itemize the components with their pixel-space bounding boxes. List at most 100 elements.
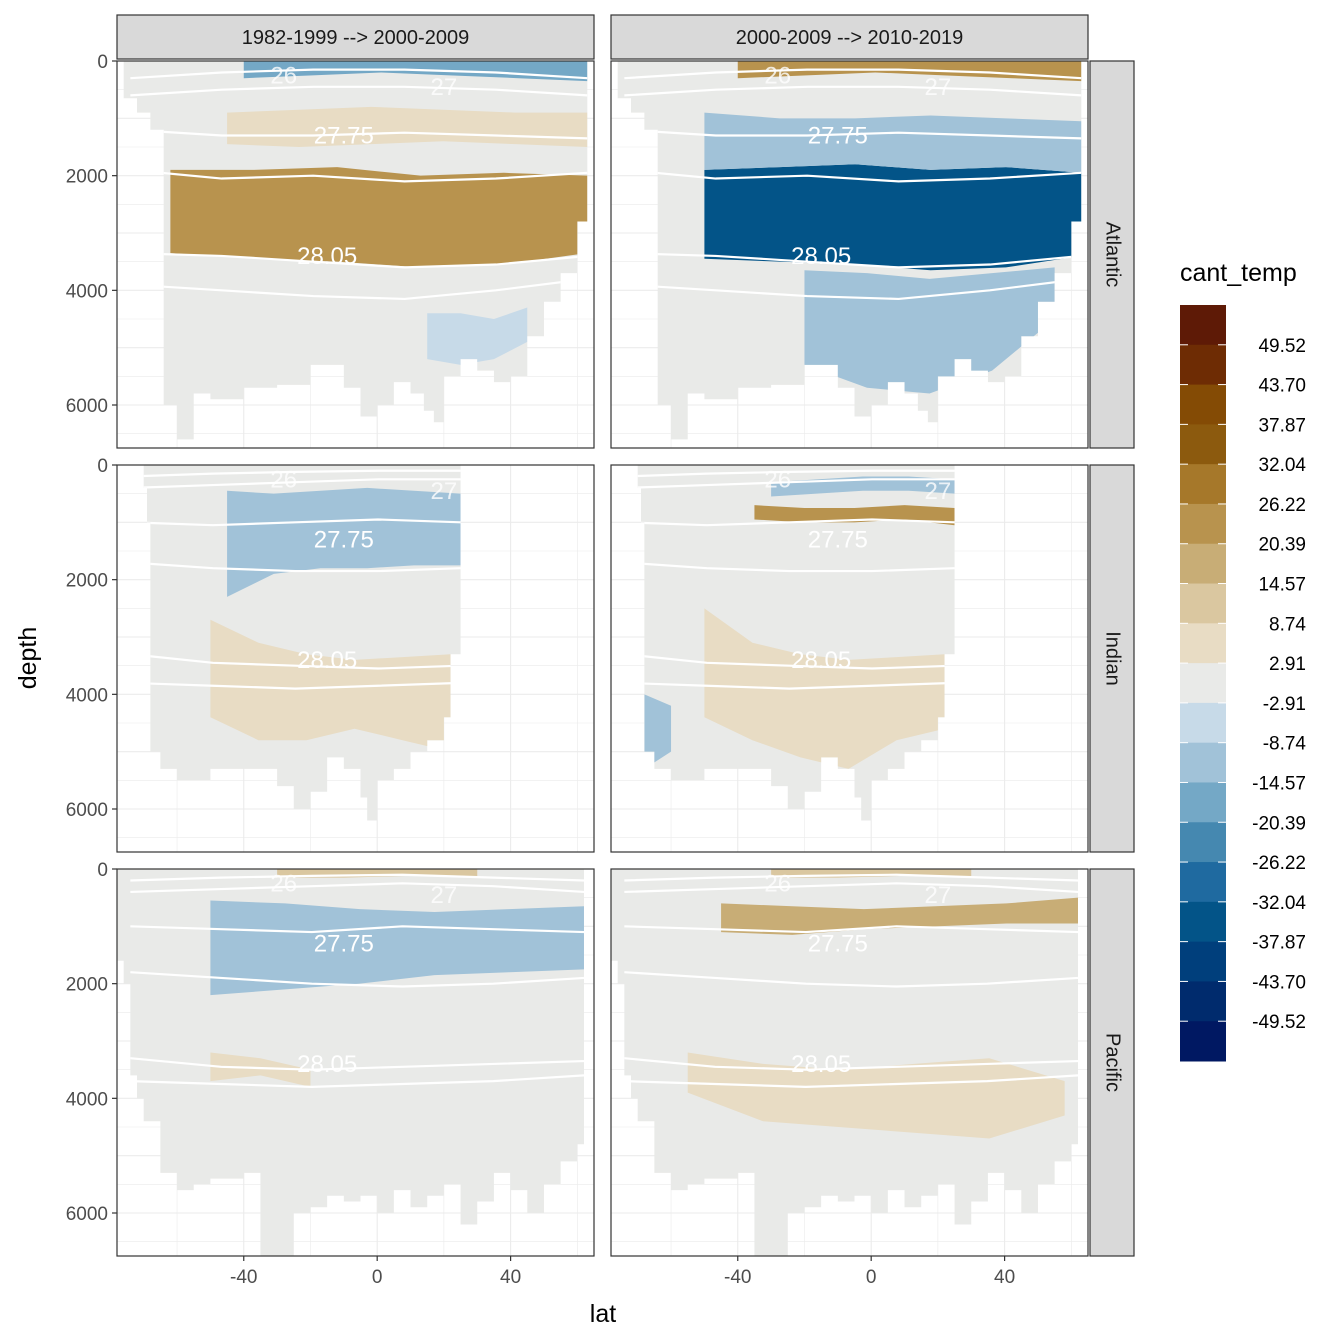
density-contour xyxy=(624,882,1078,894)
density-contour xyxy=(130,85,588,97)
legend-label: -37.87 xyxy=(1252,933,1306,954)
density-contour xyxy=(637,681,955,690)
density-contour xyxy=(624,251,1082,269)
panel-border xyxy=(610,464,1089,853)
contour-label-27-75: 27.75 xyxy=(314,527,374,554)
y-tick-label: 2000 xyxy=(66,571,108,592)
legend-swatch xyxy=(1180,543,1226,585)
legend-swatch xyxy=(1180,782,1226,823)
legend-label: 20.39 xyxy=(1258,535,1306,556)
legend-label: 32.04 xyxy=(1258,455,1306,476)
row-strip-label: Atlantic xyxy=(1102,222,1124,288)
density-contour xyxy=(143,653,461,670)
legend-swatch xyxy=(1180,702,1226,744)
contour-label-28-05: 28.05 xyxy=(297,1051,357,1078)
legend-swatch xyxy=(1180,822,1226,863)
legend-swatch xyxy=(1180,901,1226,943)
x-tick-label: 0 xyxy=(866,1267,877,1288)
x-tick-label: -40 xyxy=(724,1267,751,1288)
legend-label: -43.70 xyxy=(1252,972,1306,993)
y-tick-label: 4000 xyxy=(66,1089,108,1110)
anomaly-band xyxy=(704,608,945,769)
legend-swatch xyxy=(1180,464,1226,505)
contour-label-26: 26 xyxy=(764,62,791,89)
contour-label-27: 27 xyxy=(431,74,458,101)
legend-label: -8.74 xyxy=(1263,734,1307,755)
legend-label: -20.39 xyxy=(1252,813,1306,834)
ocean-section xyxy=(611,869,1078,1256)
density-contours xyxy=(130,873,584,1088)
y-tick-label: 4000 xyxy=(66,281,108,302)
row-strip-label: Indian xyxy=(1102,631,1124,686)
density-contour xyxy=(624,1057,1078,1071)
panel-border xyxy=(610,868,1089,1257)
y-tick-label: 0 xyxy=(97,860,108,881)
legend-label: -32.04 xyxy=(1252,893,1306,914)
density-contour xyxy=(130,882,584,894)
legend-label: 43.70 xyxy=(1258,376,1306,397)
density-contour xyxy=(624,68,1082,80)
legend-label: -14.57 xyxy=(1252,773,1306,794)
anomaly-band xyxy=(704,112,1082,173)
contour-label-27-75: 27.75 xyxy=(314,123,374,150)
legend-swatch xyxy=(1180,663,1226,704)
panel-border xyxy=(116,464,595,853)
facet-strips: 1982-1999 --> 2000-2009 2000-2009 --> 201… xyxy=(116,14,1135,1257)
legend-swatch xyxy=(1180,503,1226,545)
contour-label-26: 26 xyxy=(270,870,297,897)
contour-label-28-05: 28.05 xyxy=(791,647,851,674)
y-tick-label: 6000 xyxy=(66,396,108,417)
legend-title: cant_temp xyxy=(1180,259,1297,287)
panels-layer: 27.75 28.05 26 27 27.75 28.05 26 27 27.75 28.05 26… xyxy=(116,60,1089,1257)
density-contour xyxy=(130,277,588,301)
density-contour xyxy=(624,128,1082,140)
legend-label: -2.91 xyxy=(1263,694,1306,715)
density-contour xyxy=(143,561,461,573)
density-contour xyxy=(624,277,1082,301)
contour-label-26: 26 xyxy=(764,466,791,493)
density-contour xyxy=(130,168,588,183)
row-strip-label: Pacific xyxy=(1102,1033,1124,1092)
contour-label-28-05: 28.05 xyxy=(791,243,851,270)
y-tick-label: 2000 xyxy=(66,167,108,188)
density-contour xyxy=(130,1057,584,1071)
contour-label-27-75: 27.75 xyxy=(808,931,868,958)
anomaly-band xyxy=(210,619,451,752)
row-strip xyxy=(1089,464,1135,853)
legend-swatch xyxy=(1180,583,1226,624)
panel-border xyxy=(116,868,595,1257)
row-strip xyxy=(1089,868,1135,1257)
legend-swatch xyxy=(1180,305,1226,346)
panel-indian-1: 27.75 28.05 26 27 xyxy=(116,464,595,853)
legend-swatch xyxy=(1180,862,1226,903)
legend-label: 14.57 xyxy=(1258,575,1306,596)
anomaly-band xyxy=(754,505,955,526)
legend-swatch xyxy=(1180,344,1226,386)
density-contour xyxy=(637,469,955,478)
legend-label: 8.74 xyxy=(1269,614,1306,635)
anomaly-band xyxy=(704,164,1082,271)
legend-label: 37.87 xyxy=(1258,415,1306,436)
anomaly-bands xyxy=(644,476,955,769)
density-contour xyxy=(130,925,584,934)
density-contour xyxy=(637,518,955,527)
density-contour xyxy=(624,168,1082,183)
legend-swatch xyxy=(1180,623,1226,664)
contour-label-27: 27 xyxy=(925,478,952,505)
density-contour xyxy=(624,85,1082,97)
density-contour xyxy=(637,653,955,670)
legend-label: 26.22 xyxy=(1258,495,1306,516)
y-tick-label: 0 xyxy=(97,456,108,477)
legend-swatch xyxy=(1180,941,1226,982)
panel-pacific-1: 27.75 28.05 26 27 xyxy=(116,868,595,1257)
density-contour xyxy=(143,681,461,690)
density-contours xyxy=(624,873,1078,1088)
contour-label-26: 26 xyxy=(764,870,791,897)
contour-label-26: 26 xyxy=(270,62,297,89)
contour-label-27: 27 xyxy=(925,882,952,909)
panel-border xyxy=(116,60,595,449)
density-contour xyxy=(130,128,588,140)
y-tick-label: 6000 xyxy=(66,800,108,821)
column-strip xyxy=(610,14,1089,60)
